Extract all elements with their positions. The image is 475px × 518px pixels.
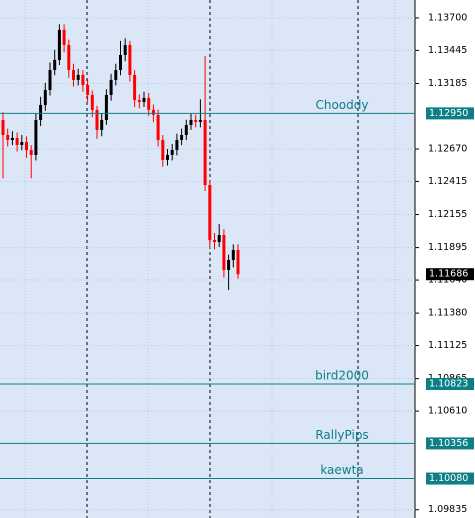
candle-body: [67, 44, 71, 70]
candle-body: [86, 84, 90, 95]
candle-body: [213, 239, 216, 243]
candle-body: [39, 104, 43, 120]
candle-body: [208, 185, 212, 240]
line-name: bird2000: [315, 369, 369, 383]
candle-body: [203, 119, 207, 186]
candle-body: [76, 74, 80, 80]
candle-body: [231, 250, 235, 260]
candle-body: [43, 89, 47, 105]
candle-body: [100, 119, 104, 130]
candle-body: [151, 109, 155, 115]
candle-body: [128, 44, 132, 75]
y-tick-label: 1.13700: [428, 12, 467, 23]
y-tick-label: 1.12415: [428, 176, 467, 187]
candle-body: [119, 54, 122, 70]
y-tick-label: 1.12155: [428, 209, 467, 220]
line-name: Chooddy: [315, 98, 368, 112]
candle-body: [137, 100, 141, 102]
candle-body: [180, 135, 184, 140]
price-box: [426, 472, 474, 485]
y-tick-label: 1.13185: [428, 78, 467, 89]
price-box: [426, 107, 474, 120]
candle-body: [10, 137, 14, 140]
candle-body: [81, 74, 85, 85]
price-box-label: 1.12950: [429, 108, 468, 119]
candle-body: [184, 124, 188, 136]
candle-body: [161, 139, 165, 160]
candle-body: [166, 154, 169, 160]
candle-body: [222, 235, 226, 271]
candle-body: [90, 94, 94, 110]
plot-background: [0, 0, 415, 518]
y-tick-label: 1.10610: [428, 406, 467, 417]
candle-body: [15, 137, 19, 145]
y-tick-label: 1.11380: [428, 308, 467, 319]
candle-body: [198, 119, 202, 122]
candle-body: [133, 74, 137, 101]
candle-body: [95, 109, 99, 130]
vertical-grid: [24, 0, 396, 518]
candle-body: [109, 79, 113, 95]
candle-body: [62, 29, 66, 45]
candle-body: [53, 59, 57, 70]
candle-body: [57, 29, 61, 60]
price-box-label: 1.10823: [429, 379, 468, 390]
candle-body: [227, 259, 231, 271]
candle-body: [114, 69, 118, 80]
y-tick-label: 1.09835: [428, 504, 467, 515]
candle-body: [48, 69, 52, 90]
current-price-box: [426, 268, 474, 281]
candle-body: [123, 44, 127, 55]
price-box: [426, 437, 474, 450]
candle-body: [170, 150, 174, 155]
candle-body: [175, 139, 179, 151]
candle-body: [34, 119, 38, 155]
candle-body: [194, 119, 198, 122]
price-box-label: 1.10080: [429, 473, 468, 484]
candle-body: [72, 69, 75, 80]
y-tick-label: 1.11895: [428, 242, 467, 253]
candle-body: [25, 142, 28, 151]
price-box-label: 1.10356: [429, 438, 468, 449]
y-tick-label: 1.12670: [428, 143, 467, 154]
candle-body: [1, 119, 5, 136]
y-tick-label: 1.13445: [428, 45, 467, 56]
candle-body: [29, 150, 33, 155]
y-tick-label: 1.11125: [428, 340, 467, 351]
candle-body: [147, 97, 151, 110]
axis-background: [415, 0, 475, 518]
candle-body: [156, 114, 160, 140]
line-name: RallyPips: [315, 428, 368, 442]
candle-body: [142, 97, 146, 102]
candle-body: [189, 119, 193, 125]
current-price-label: 1.11686: [429, 269, 468, 280]
line-name: kaewta: [320, 463, 363, 477]
candle-body: [20, 142, 24, 145]
candle-body: [104, 94, 108, 120]
candle-body: [217, 235, 221, 243]
price-box: [426, 378, 474, 391]
candle-body: [6, 135, 10, 140]
candle-body: [236, 250, 240, 275]
